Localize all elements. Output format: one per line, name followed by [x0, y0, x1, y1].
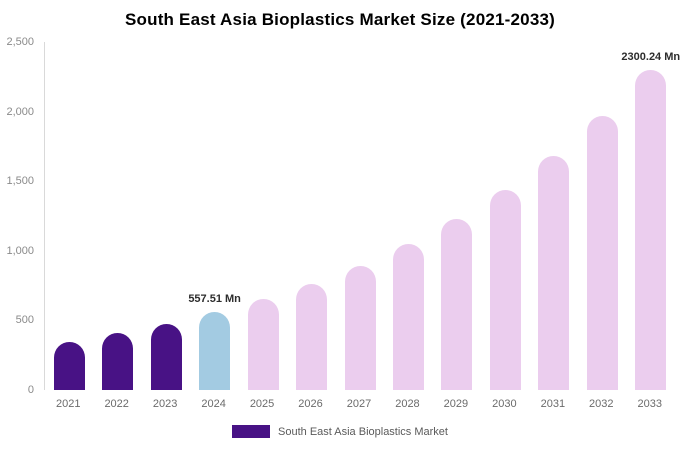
bar-2023	[150, 323, 182, 390]
x-tick-label: 2021	[55, 398, 81, 410]
y-tick-label: 1,000	[6, 244, 34, 257]
bar-2028	[392, 244, 424, 390]
chart-legend: South East Asia Bioplastics Market	[0, 425, 680, 438]
x-tick-label: 2028	[395, 398, 420, 410]
bar-2024	[199, 312, 231, 390]
x-tick-label: 2024	[201, 398, 226, 410]
x-tick-label: 2031	[540, 398, 566, 410]
bar-2025	[247, 299, 279, 390]
y-tick-label: 500	[15, 314, 34, 327]
bar-2030	[489, 190, 521, 390]
plot-area: 557.51 Mn 2300.24 Mn	[44, 42, 680, 390]
bar-2026	[296, 283, 328, 390]
x-tick-label: 2029	[443, 398, 469, 410]
y-tick-label: 2,000	[6, 105, 34, 118]
y-tick-label: 1,500	[6, 175, 34, 188]
y-tick-label: 0	[27, 384, 34, 396]
x-tick-label: 2026	[298, 398, 323, 410]
legend-swatch	[232, 425, 271, 438]
bar-2031	[538, 156, 570, 390]
chart-title: South East Asia Bioplastics Market Size …	[124, 10, 555, 29]
x-tick-label: 2030	[492, 398, 517, 410]
x-axis: 2021 2022 2023 2024 2025 2026 2027 2028 2029 2030…	[44, 398, 674, 414]
bar-2033	[635, 69, 667, 390]
legend-label: South East Asia Bioplastics Market	[278, 425, 448, 438]
y-tick-label: 2,500	[6, 36, 34, 48]
x-tick-label: 2032	[589, 398, 614, 410]
bar-2021	[53, 341, 85, 390]
bar-2027	[344, 265, 376, 390]
bar-2022	[102, 333, 134, 390]
bar-value-annotation: 557.51 Mn	[188, 293, 241, 306]
x-tick-label: 2023	[152, 398, 178, 410]
x-tick-label: 2027	[346, 398, 372, 410]
bar-value-annotation: 2300.24 Mn	[621, 50, 680, 63]
bar-2029	[441, 219, 473, 390]
x-tick-label: 2025	[249, 398, 275, 410]
x-tick-label: 2022	[104, 398, 129, 410]
bar-2032	[586, 116, 618, 390]
x-tick-label: 2033	[637, 398, 662, 410]
y-axis: 0 500 1,000 1,500 2,000 2,500	[0, 36, 38, 396]
